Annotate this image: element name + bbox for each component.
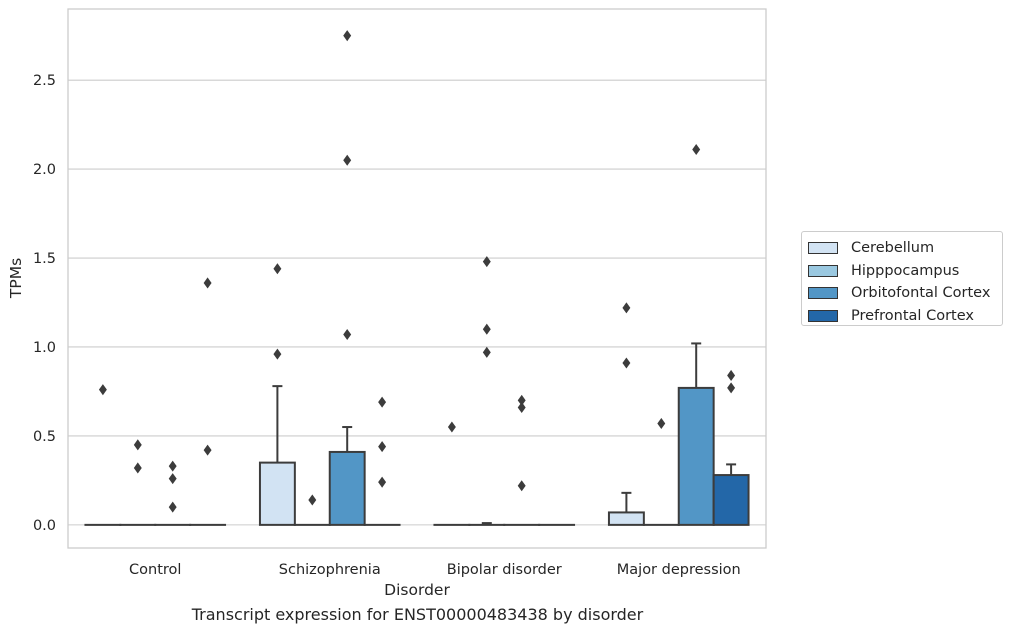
bar bbox=[609, 512, 644, 524]
outlier-point bbox=[483, 347, 490, 357]
x-tick-label: Bipolar disorder bbox=[447, 562, 562, 578]
legend-swatch bbox=[808, 242, 838, 254]
outlier-point bbox=[134, 463, 141, 473]
outlier-point bbox=[344, 155, 351, 165]
outlier-point bbox=[483, 324, 490, 334]
outlier-point bbox=[204, 278, 211, 288]
outlier-point bbox=[274, 349, 281, 359]
x-axis-label: Disorder bbox=[384, 581, 450, 599]
outlier-point bbox=[134, 440, 141, 450]
grid-layer bbox=[68, 80, 766, 525]
x-tick-label: Major depression bbox=[617, 562, 741, 578]
outlier-point bbox=[518, 481, 525, 491]
outlier-point bbox=[344, 31, 351, 41]
outlier-point bbox=[169, 474, 176, 484]
y-tick-label: 1.0 bbox=[33, 340, 56, 356]
x-tick-label: Schizophrenia bbox=[279, 562, 381, 578]
legend-label: Hipppocampus bbox=[851, 263, 959, 279]
bar bbox=[330, 452, 365, 525]
legend-swatch bbox=[808, 287, 838, 299]
outlier-point bbox=[204, 445, 211, 455]
y-tick-label: 1.5 bbox=[33, 251, 56, 267]
y-axis-label: TPMs bbox=[7, 258, 25, 299]
y-tick-label: 2.0 bbox=[33, 162, 56, 178]
legend-swatch bbox=[808, 265, 838, 277]
legend-label: Prefrontal Cortex bbox=[851, 308, 974, 324]
legend: Cerebellum Hipppocampus Orbitofontal Corte… bbox=[801, 231, 1003, 326]
legend-label: Orbitofontal Cortex bbox=[851, 285, 990, 301]
marks-layer bbox=[85, 31, 748, 525]
y-tick-label: 0.0 bbox=[33, 518, 56, 534]
outlier-point bbox=[379, 442, 386, 452]
bar bbox=[679, 388, 714, 525]
outlier-point bbox=[379, 397, 386, 407]
outlier-point bbox=[728, 370, 735, 380]
legend-swatch bbox=[808, 310, 838, 322]
legend-label: Cerebellum bbox=[851, 240, 934, 256]
outlier-point bbox=[99, 385, 106, 395]
legend-item: Orbitofontal Cortex bbox=[808, 282, 1002, 305]
y-tick-label: 2.5 bbox=[33, 73, 56, 89]
outlier-point bbox=[623, 303, 630, 313]
outlier-point bbox=[379, 477, 386, 487]
bar bbox=[260, 463, 295, 525]
outlier-point bbox=[448, 422, 455, 432]
x-tick-label: Control bbox=[129, 562, 181, 578]
legend-item: Prefrontal Cortex bbox=[808, 305, 1002, 328]
y-tick-labels: 0.0 0.5 1.0 1.5 2.0 2.5 bbox=[33, 73, 56, 534]
outlier-point bbox=[693, 145, 700, 155]
outlier-point bbox=[169, 461, 176, 471]
outlier-point bbox=[344, 330, 351, 340]
y-tick-label: 0.5 bbox=[33, 429, 56, 445]
outlier-point bbox=[169, 502, 176, 512]
outlier-point bbox=[728, 383, 735, 393]
outlier-point bbox=[658, 418, 665, 428]
outlier-point bbox=[518, 402, 525, 412]
figure-caption: Transcript expression for ENST0000048343… bbox=[0, 605, 835, 624]
legend-item: Hipppocampus bbox=[808, 260, 1002, 283]
legend-item: Cerebellum bbox=[808, 237, 1002, 260]
outlier-point bbox=[309, 495, 316, 505]
bar bbox=[714, 475, 749, 525]
x-tick-labels: Control Schizophrenia Bipolar disorder Majo… bbox=[129, 562, 741, 578]
outlier-point bbox=[623, 358, 630, 368]
outlier-point bbox=[274, 264, 281, 274]
